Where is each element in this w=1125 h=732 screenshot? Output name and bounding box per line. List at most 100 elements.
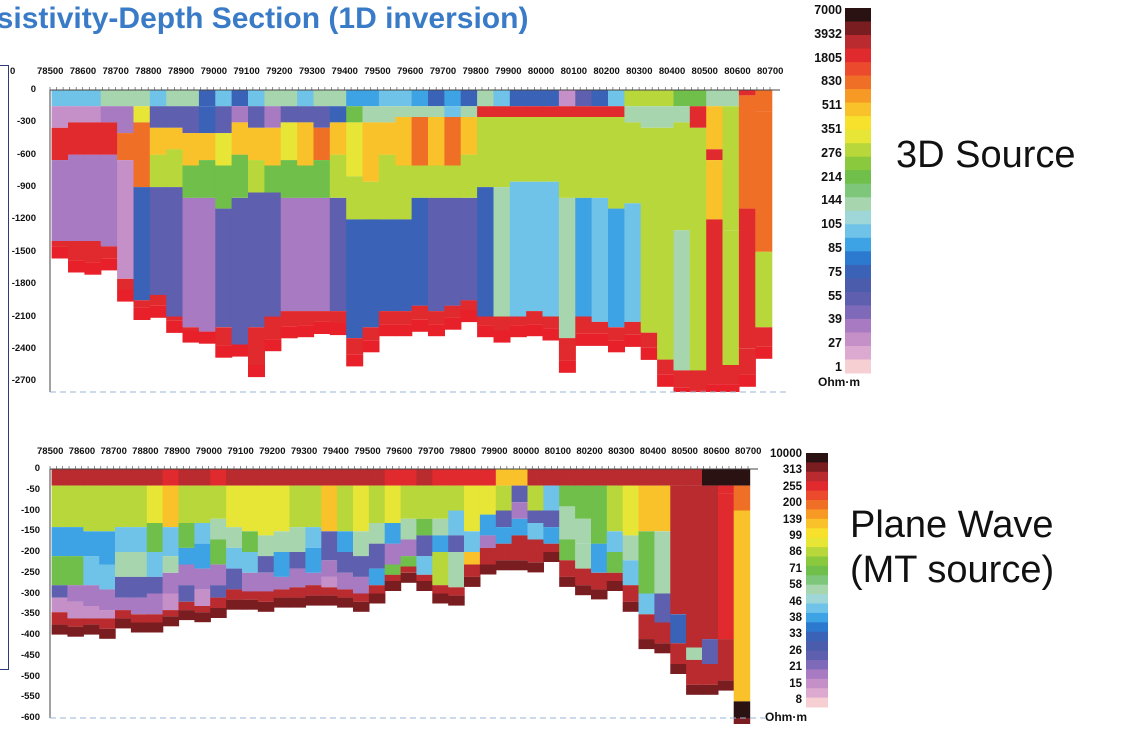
- resistivity-cell: [147, 577, 164, 594]
- top-colorbar-label: 511: [790, 98, 842, 112]
- resistivity-cell: [194, 589, 211, 606]
- resistivity-cell: [461, 155, 478, 198]
- top-x-tick: 78500: [37, 66, 63, 77]
- resistivity-cell: [624, 203, 641, 322]
- basement-cell: [248, 365, 265, 377]
- resistivity-cell: [575, 117, 592, 198]
- resistivity-cell: [559, 338, 576, 361]
- resistivity-cell: [281, 198, 298, 311]
- resistivity-cell: [369, 469, 386, 486]
- resistivity-cell: [321, 486, 338, 532]
- resistivity-cell: [623, 535, 640, 560]
- bottom-colorbar-swatch: [806, 604, 828, 614]
- resistivity-cell: [385, 565, 402, 575]
- resistivity-cell: [510, 106, 527, 117]
- resistivity-cell: [702, 469, 719, 486]
- resistivity-cell: [274, 577, 291, 590]
- resistivity-cell: [363, 219, 380, 327]
- resistivity-cell: [510, 117, 527, 182]
- resistivity-cell: [591, 486, 608, 523]
- resistivity-cell: [232, 90, 249, 106]
- resistivity-cell: [68, 241, 85, 260]
- basement-cell: [464, 577, 481, 587]
- resistivity-cell: [305, 548, 322, 573]
- resistivity-cell: [134, 106, 151, 122]
- bottom-colorbar-swatch: [806, 585, 828, 595]
- resistivity-cell: [183, 133, 200, 165]
- basement-cell: [543, 328, 560, 340]
- resistivity-cell: [464, 565, 481, 577]
- resistivity-cell: [226, 569, 243, 590]
- resistivity-cell: [657, 90, 674, 106]
- resistivity-cell: [395, 166, 412, 220]
- resistivity-cell: [395, 90, 412, 106]
- basement-cell: [461, 310, 478, 322]
- resistivity-cell: [624, 106, 641, 122]
- resistivity-cell: [379, 106, 396, 122]
- resistivity-cell: [305, 573, 322, 586]
- resistivity-cell: [131, 469, 148, 486]
- resistivity-cell: [99, 618, 116, 628]
- resistivity-cell: [52, 241, 69, 246]
- basement-cell: [274, 598, 291, 608]
- resistivity-cell: [346, 176, 363, 219]
- basement-cell: [592, 334, 609, 346]
- resistivity-cell: [194, 523, 211, 544]
- resistivity-cell: [84, 122, 101, 154]
- basement-cell: [385, 581, 402, 591]
- resistivity-cell: [608, 209, 625, 328]
- resistivity-cell: [242, 552, 259, 573]
- resistivity-cell: [147, 614, 164, 622]
- resistivity-cell: [379, 90, 396, 106]
- resistivity-cell: [215, 166, 232, 209]
- resistivity-cell: [150, 106, 167, 128]
- resistivity-cell: [543, 117, 560, 182]
- resistivity-cell: [432, 535, 449, 552]
- resistivity-cell: [448, 511, 465, 536]
- resistivity-cell: [134, 122, 151, 187]
- resistivity-cell: [607, 469, 624, 486]
- resistivity-cell: [115, 469, 132, 486]
- resistivity-cell: [248, 327, 265, 365]
- resistivity-cell: [330, 311, 347, 323]
- bottom-colorbar-swatch: [806, 528, 828, 538]
- top-colorbar-label: 351: [790, 122, 842, 136]
- resistivity-cell: [369, 523, 386, 544]
- resistivity-cell: [385, 523, 402, 544]
- resistivity-cell: [412, 166, 429, 198]
- basement-cell: [448, 596, 465, 606]
- resistivity-cell: [83, 618, 100, 624]
- resistivity-cell: [448, 587, 465, 595]
- resistivity-cell: [258, 591, 275, 601]
- resistivity-cell: [353, 577, 370, 594]
- basement-cell: [526, 324, 543, 336]
- resistivity-cell: [131, 577, 148, 598]
- basement-cell: [194, 612, 211, 622]
- resistivity-cell: [559, 198, 576, 338]
- resistivity-cell: [494, 317, 511, 331]
- resistivity-cell: [163, 610, 180, 616]
- resistivity-cell: [723, 230, 740, 365]
- top-x-tick: 79200: [266, 66, 292, 77]
- top-y-tick: -2400: [0, 343, 36, 354]
- basement-cell: [134, 308, 151, 320]
- resistivity-cell: [702, 486, 719, 639]
- resistivity-cell: [183, 327, 200, 330]
- resistivity-cell: [179, 548, 196, 565]
- basement-cell: [83, 625, 100, 635]
- resistivity-cell: [641, 128, 658, 333]
- resistivity-cell: [183, 198, 200, 327]
- resistivity-cell: [528, 469, 545, 486]
- resistivity-cell: [510, 182, 527, 317]
- resistivity-cell: [99, 531, 116, 564]
- resistivity-cell: [117, 106, 134, 133]
- resistivity-cell: [607, 486, 624, 532]
- resistivity-cell: [591, 523, 608, 544]
- basement-cell: [702, 685, 719, 695]
- resistivity-cell: [134, 90, 151, 106]
- resistivity-cell: [674, 230, 691, 370]
- resistivity-cell: [281, 311, 298, 326]
- resistivity-cell: [150, 155, 167, 187]
- resistivity-cell: [226, 469, 243, 486]
- resistivity-cell: [401, 486, 418, 519]
